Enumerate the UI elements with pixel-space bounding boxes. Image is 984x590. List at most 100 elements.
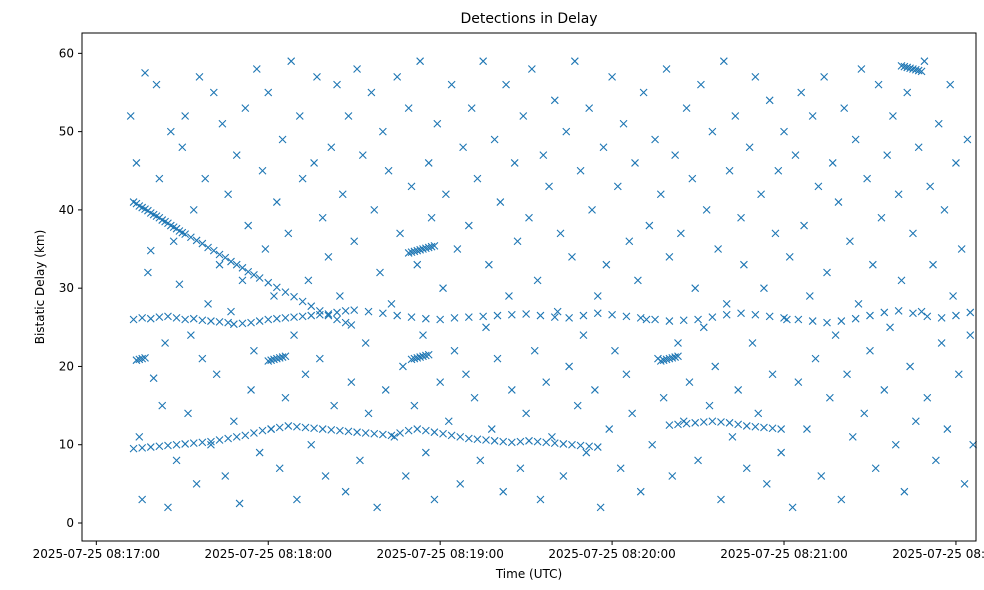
- data-point: [155, 442, 164, 451]
- data-point: [164, 503, 172, 512]
- data-point: [880, 308, 889, 317]
- data-point: [889, 112, 897, 120]
- data-point: [708, 313, 717, 322]
- data-point: [874, 80, 883, 89]
- data-point: [493, 311, 502, 320]
- series-track-12km-band: [129, 422, 602, 453]
- data-point: [227, 307, 235, 316]
- data-point: [499, 437, 508, 446]
- data-point: [837, 317, 846, 325]
- series-track-26km-band: [129, 306, 975, 329]
- data-point: [734, 420, 743, 429]
- data-point: [636, 487, 645, 496]
- data-point: [671, 353, 680, 361]
- data-point: [450, 314, 459, 322]
- data-point: [410, 354, 419, 363]
- data-point: [694, 456, 702, 465]
- data-point: [186, 233, 195, 242]
- data-point: [315, 354, 324, 363]
- data-point: [923, 393, 932, 402]
- data-point: [476, 456, 485, 465]
- data-point: [894, 190, 903, 199]
- data-point: [238, 276, 247, 285]
- data-point: [777, 448, 786, 457]
- data-point: [152, 80, 161, 89]
- data-point: [539, 151, 548, 159]
- series-track-descending-41-to-26km: [129, 198, 356, 329]
- data-point: [550, 439, 559, 448]
- data-point: [218, 119, 227, 128]
- data-point: [863, 174, 872, 183]
- data-point: [146, 246, 155, 255]
- data-point: [949, 292, 957, 300]
- data-point: [135, 433, 144, 441]
- data-point: [762, 479, 771, 488]
- data-point: [705, 401, 714, 410]
- data-point: [840, 104, 849, 113]
- data-point: [161, 339, 169, 347]
- data-point: [129, 444, 138, 453]
- data-point: [860, 409, 869, 418]
- data-point: [699, 323, 708, 332]
- data-point: [272, 198, 281, 206]
- data-point: [642, 315, 651, 324]
- data-point: [272, 283, 281, 292]
- data-point: [272, 314, 281, 323]
- data-point: [725, 418, 734, 427]
- data-point: [926, 182, 935, 191]
- data-point: [522, 409, 531, 418]
- data-point: [333, 80, 341, 89]
- data-point: [937, 314, 946, 322]
- data-point: [158, 401, 167, 410]
- data-point: [923, 312, 932, 321]
- data-point: [247, 386, 255, 394]
- data-point: [837, 495, 846, 504]
- data-point: [909, 65, 917, 73]
- data-point: [522, 310, 531, 318]
- data-point: [459, 143, 467, 152]
- data-point: [404, 104, 413, 113]
- x-axis-ticks: 2025-07-25 08:17:00 2025-07-25 08:18:00 20…: [33, 541, 984, 561]
- data-point: [536, 495, 545, 504]
- data-point: [172, 456, 181, 465]
- data-point: [846, 237, 854, 246]
- data-point: [808, 112, 817, 120]
- data-point: [909, 309, 917, 318]
- data-point: [851, 314, 860, 323]
- data-point: [141, 69, 149, 77]
- data-point: [740, 260, 748, 269]
- x-tick-label: 2025-07-25 08:17:00: [33, 547, 160, 561]
- data-point: [728, 433, 737, 441]
- data-point: [413, 246, 422, 255]
- data-point: [135, 355, 144, 364]
- data-point: [791, 151, 800, 159]
- data-point: [264, 278, 273, 287]
- data-point: [298, 297, 307, 306]
- data-point: [871, 464, 880, 473]
- data-point: [272, 354, 281, 363]
- data-point: [164, 312, 172, 321]
- data-point: [181, 315, 190, 324]
- data-point: [195, 72, 204, 81]
- data-point: [516, 437, 525, 446]
- data-point: [794, 378, 803, 386]
- data-point: [582, 448, 591, 457]
- x-axis-label: Time (UTC): [495, 567, 562, 581]
- data-point: [519, 112, 528, 120]
- data-point: [797, 88, 806, 97]
- data-point: [505, 292, 513, 300]
- data-point: [533, 276, 542, 285]
- x-tick-label: 2025-07-25 08:20:00: [548, 547, 675, 561]
- data-point: [722, 310, 731, 319]
- data-point: [843, 370, 851, 379]
- data-point: [917, 67, 926, 76]
- data-point: [900, 487, 909, 496]
- data-point: [318, 213, 327, 222]
- series-short-track-21km-b: [264, 352, 290, 365]
- data-point: [376, 268, 384, 277]
- data-point: [711, 362, 720, 371]
- data-point: [550, 96, 559, 105]
- data-point: [155, 174, 164, 183]
- series-scattered-detections: [126, 57, 978, 512]
- data-point: [209, 246, 218, 255]
